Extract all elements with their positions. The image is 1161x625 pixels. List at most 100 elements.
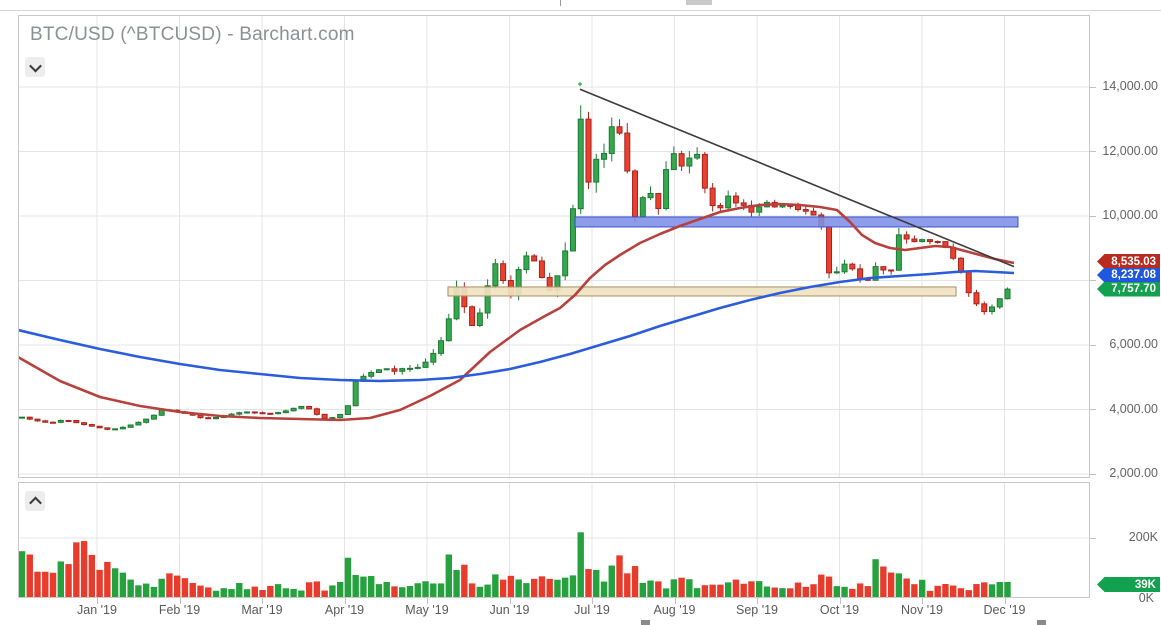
candle-body <box>833 271 840 274</box>
candle-body <box>321 413 328 419</box>
volume-bar <box>593 569 600 597</box>
candle-body <box>445 318 452 342</box>
candle-body <box>259 412 266 415</box>
volume-bar <box>562 577 569 597</box>
candle-body <box>337 413 344 419</box>
candle-body <box>756 206 763 213</box>
chart-title: BTC/USD (^BTCUSD) - Barchart.com <box>30 24 355 45</box>
candle-body <box>989 306 995 313</box>
volume-bar <box>639 582 646 597</box>
top-caret-artifact <box>560 0 561 6</box>
resize-handle[interactable] <box>1037 620 1046 625</box>
volume-bar <box>166 573 173 597</box>
volume-bar <box>647 580 654 597</box>
volume-bar <box>957 588 965 597</box>
volume-bar <box>298 590 305 597</box>
candle-body <box>981 303 988 313</box>
volume-bar <box>375 584 383 597</box>
candle-body <box>213 417 219 420</box>
volume-bar <box>600 581 608 597</box>
volume-bar <box>274 584 282 597</box>
horizontal-scrollbar-thumb[interactable] <box>686 0 712 5</box>
volume-bar <box>104 561 111 597</box>
candle-body <box>841 263 848 273</box>
volume-bar <box>988 584 996 597</box>
volume-bar <box>119 572 127 597</box>
candle-body <box>655 193 662 210</box>
volume-bar <box>228 589 235 597</box>
volume-chart-canvas[interactable] <box>19 483 1089 597</box>
candle-body <box>740 202 747 206</box>
descending-trendline[interactable] <box>579 88 1015 268</box>
candle-body <box>538 260 545 279</box>
volume-bar <box>507 575 515 597</box>
volume-bar <box>492 574 499 597</box>
y-axis-label: 14,000.00 <box>1102 79 1158 93</box>
candle-body <box>430 352 437 363</box>
candle-body <box>701 153 708 189</box>
candle-body <box>1004 288 1011 300</box>
volume-bar <box>251 586 258 597</box>
volume-bar <box>926 590 934 597</box>
volume-baseline-label: 0K <box>1138 591 1154 605</box>
x-axis-tick <box>97 598 98 604</box>
y-axis-tick <box>1090 151 1096 152</box>
candle-body <box>73 419 80 424</box>
candle-body <box>849 263 856 270</box>
candle-body <box>313 408 320 415</box>
expand-dropdown-button[interactable] <box>25 57 45 77</box>
support-zone[interactable] <box>447 286 957 297</box>
volume-bar <box>887 572 895 597</box>
volume-bar <box>732 579 740 597</box>
candle-body <box>236 412 243 415</box>
volume-bar <box>662 588 670 597</box>
candle-body <box>694 153 701 159</box>
volume-bar <box>771 587 778 597</box>
volume-bar <box>585 569 592 597</box>
candle-body <box>779 204 786 208</box>
resize-handle[interactable] <box>641 620 650 625</box>
volume-bar <box>453 569 460 597</box>
candle-body <box>686 157 693 167</box>
volume-bar <box>624 573 631 597</box>
candle-body <box>476 312 483 327</box>
volume-bar <box>686 579 693 597</box>
candle-body <box>344 405 351 415</box>
x-axis-label: Aug '19 <box>653 603 696 617</box>
collapse-volume-button[interactable] <box>25 491 45 511</box>
candle-body <box>569 208 576 252</box>
x-axis-label: Jun '19 <box>489 603 530 617</box>
candle-body <box>135 421 142 426</box>
volume-bar <box>655 581 662 597</box>
volume-bar <box>437 583 445 597</box>
candle-body <box>422 361 429 368</box>
x-axis-tick <box>179 598 181 604</box>
volume-bar <box>779 588 786 597</box>
candle-body <box>150 414 157 420</box>
resistance-zone[interactable] <box>574 216 1019 228</box>
volume-bar <box>895 573 903 597</box>
volume-bar <box>484 584 491 597</box>
x-axis-tick <box>839 598 841 604</box>
y-axis-label: 2,000.00 <box>1109 466 1158 480</box>
candle-body <box>104 427 111 430</box>
price-chart-canvas[interactable] <box>19 16 1089 477</box>
candle-body <box>26 416 33 420</box>
volume-bar <box>499 579 507 597</box>
volume-bar <box>981 582 988 597</box>
x-axis-tick <box>509 598 511 604</box>
volume-bar <box>236 582 243 597</box>
candle-body <box>414 366 421 369</box>
volume-bar <box>150 586 158 597</box>
candle-body <box>826 226 833 274</box>
volume-bar <box>794 582 802 597</box>
volume-pane <box>18 482 1090 598</box>
volume-bar <box>1004 581 1011 597</box>
candle-body <box>492 263 499 287</box>
volume-bar <box>608 565 615 597</box>
volume-bar <box>65 564 72 597</box>
candle-body <box>329 417 336 420</box>
volume-bar <box>205 587 212 597</box>
volume-bar <box>701 585 709 597</box>
volume-bar <box>445 554 452 597</box>
